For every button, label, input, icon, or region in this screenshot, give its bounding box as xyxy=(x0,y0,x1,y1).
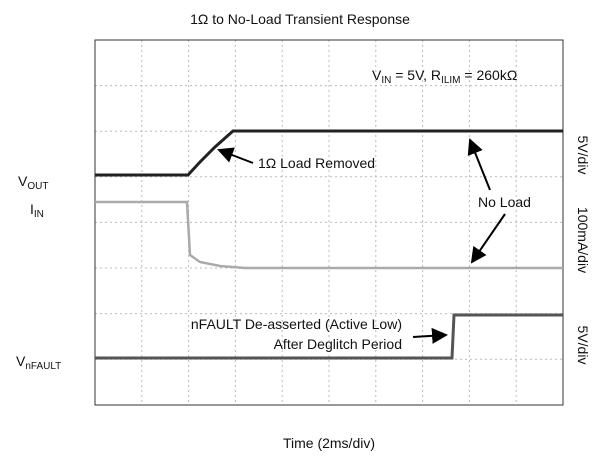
trace-label: VnFAULT xyxy=(16,353,61,372)
annotation: No Load xyxy=(478,194,531,210)
arrow xyxy=(412,327,448,344)
annotation: 1Ω Load Removed xyxy=(258,155,375,171)
plot-frame xyxy=(94,39,564,406)
scale-label: 5V/div xyxy=(575,136,591,175)
title: 1Ω to No-Load Transient Response xyxy=(190,11,410,27)
arrow xyxy=(470,213,506,264)
iin-trace xyxy=(95,200,563,270)
x-label: Time (2ms/div) xyxy=(283,435,375,451)
trace-label: IIN xyxy=(30,201,44,220)
arrow xyxy=(217,147,254,164)
trace-label: VOUT xyxy=(18,173,48,192)
scale-label: 5V/div xyxy=(575,326,591,365)
conditions: VIN = 5V, RILIM = 260kΩ xyxy=(372,67,517,86)
scale-label: 100mA/div xyxy=(575,207,591,273)
arrow xyxy=(467,138,491,191)
annotation: After Deglitch Period xyxy=(274,336,402,352)
nfault-trace xyxy=(95,313,563,360)
vout-trace xyxy=(95,129,563,177)
annotation: nFAULT De-asserted (Active Low) xyxy=(191,316,402,332)
